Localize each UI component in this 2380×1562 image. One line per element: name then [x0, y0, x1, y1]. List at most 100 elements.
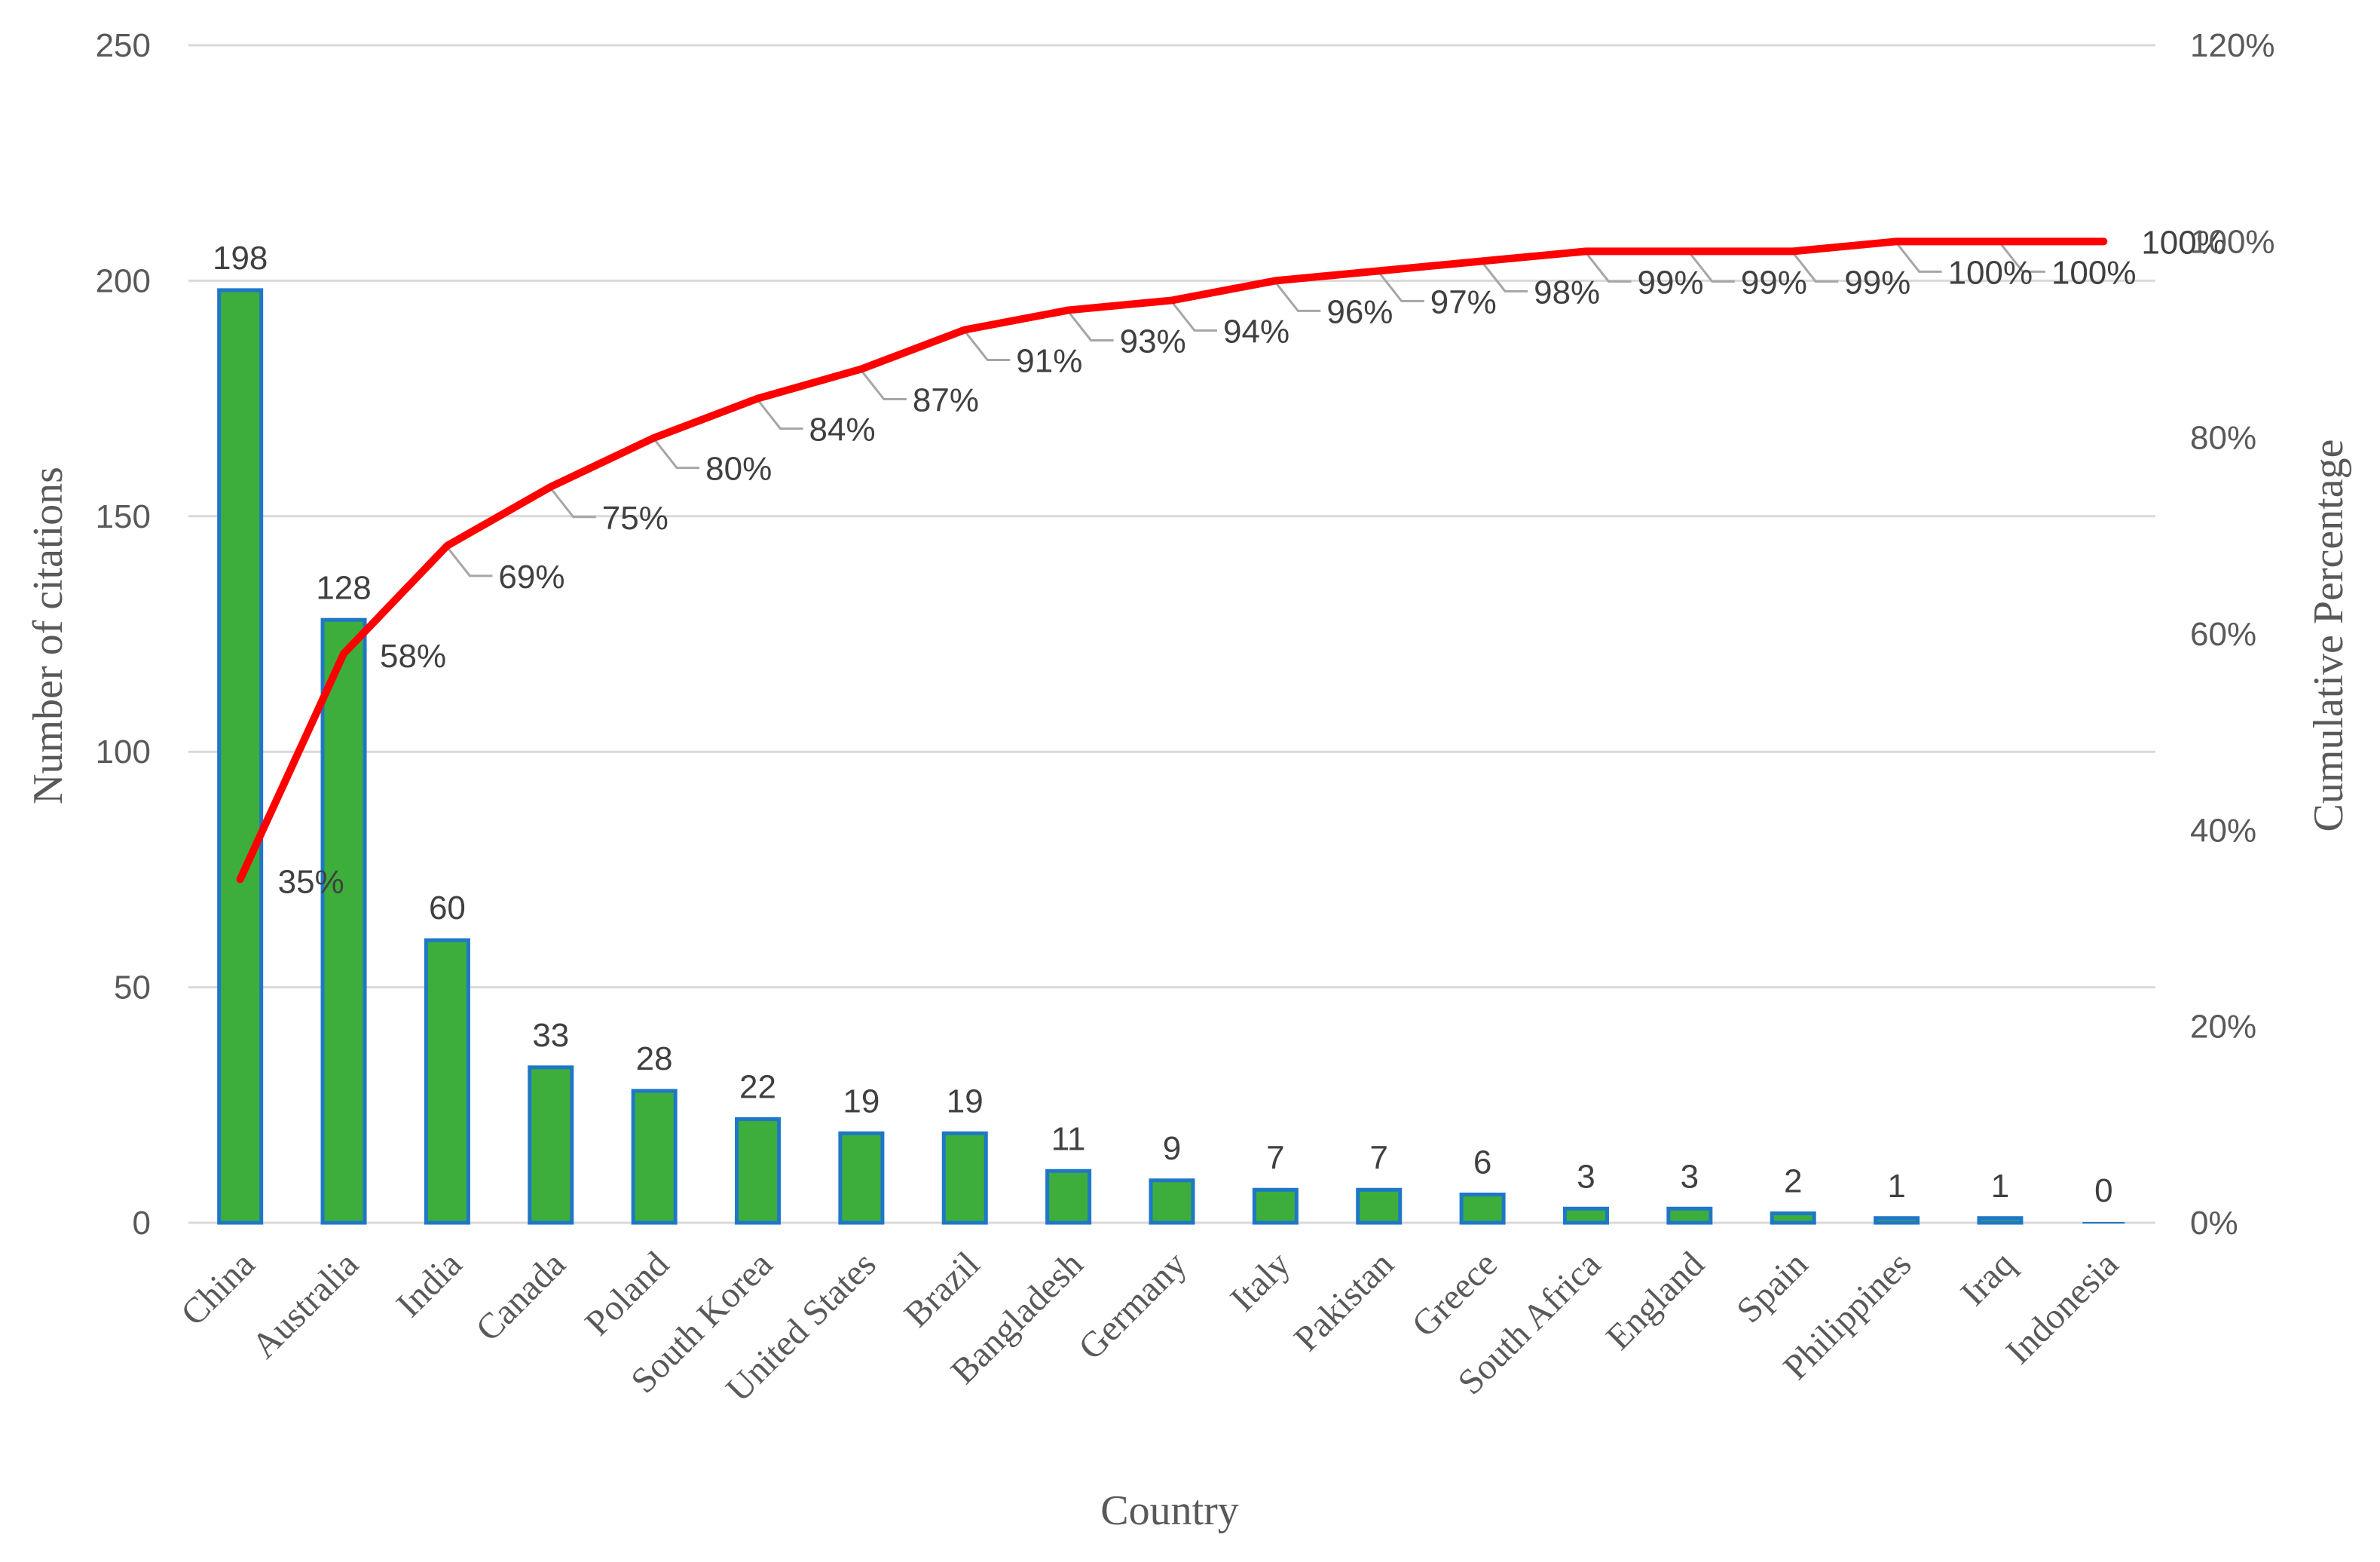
leader-line [446, 546, 493, 577]
leader-line [1999, 242, 2045, 273]
cumulative-percent-label: 84% [809, 412, 876, 449]
leader-line [1170, 301, 1217, 332]
cumulative-percent-label: 58% [380, 638, 446, 675]
cumulative-percent-label: 69% [498, 559, 564, 596]
cumulative-line-series [236, 237, 2108, 884]
y2-tick-label: 80% [2190, 420, 2256, 457]
y2-tick-label: 60% [2190, 616, 2256, 653]
bar-value-label: 11 [1051, 1120, 1086, 1157]
bar-value-label: 9 [1163, 1130, 1181, 1167]
y2-tick-label: 100% [2190, 223, 2275, 260]
leader-line [1067, 311, 1114, 341]
gridlines [188, 44, 2155, 1224]
bar-value-label: 3 [1577, 1158, 1595, 1195]
y-tick-label: 0 [133, 1205, 151, 1242]
bar-value-label: 60 [429, 890, 466, 926]
category-label: Poland [577, 1244, 677, 1343]
bar-value-label: 33 [532, 1017, 569, 1054]
bar-value-label: 19 [947, 1083, 984, 1119]
leader-line [860, 369, 907, 401]
cumulative-percent-label: 100% [1948, 254, 2033, 291]
cumulative-percent-label: 99% [1637, 264, 1703, 301]
leader-line [964, 330, 1011, 361]
category-label: Spain [1729, 1244, 1816, 1331]
bar-value-label: 1 [1991, 1168, 2009, 1205]
leader-line [1378, 271, 1424, 302]
category-label: England [1598, 1244, 1712, 1358]
category-label: Iraq [1953, 1244, 2023, 1313]
cumulative-percent-label: 97% [1430, 283, 1497, 320]
percentage-leader-lines [446, 242, 2045, 577]
cumulative-percent-label: 87% [913, 382, 979, 419]
bar-value-label: 7 [1369, 1139, 1387, 1176]
bar [1356, 1187, 1403, 1225]
leader-line [1688, 252, 1735, 283]
y2-axis-title: Cumulative Percentage [2305, 440, 2352, 832]
x-axis-title: Country [1100, 1487, 1239, 1534]
bar [1977, 1216, 2024, 1225]
bar [941, 1131, 988, 1225]
y2-tick-label: 20% [2190, 1009, 2256, 1046]
bar [838, 1131, 885, 1225]
cumulative-percent-label: 98% [1534, 274, 1600, 311]
leader-line [1274, 281, 1321, 312]
leader-line [1481, 262, 1528, 292]
bar [1874, 1216, 1920, 1225]
cumulative-percent-label: 100% [2141, 224, 2226, 261]
bar [217, 288, 264, 1225]
bar-value-label: 198 [213, 240, 268, 277]
bar [528, 1065, 574, 1225]
cumulative-percent-label: 91% [1016, 342, 1082, 379]
bar-value-label: 28 [636, 1040, 673, 1077]
cumulative-line [236, 237, 2108, 884]
bar [631, 1089, 678, 1225]
cumulative-percent-label: 99% [1741, 264, 1807, 301]
category-label: Germany [1071, 1244, 1195, 1368]
bar [1562, 1206, 1609, 1225]
category-label: Italy [1222, 1244, 1298, 1319]
cumulative-percent-label: 35% [278, 863, 344, 900]
bar-value-label: 19 [843, 1083, 879, 1119]
category-label: Brazil [897, 1244, 987, 1334]
bar-value-label: 7 [1266, 1139, 1284, 1176]
cumulative-percent-label: 96% [1326, 293, 1393, 330]
bar-value-label: 3 [1681, 1158, 1699, 1195]
y2-tick-label: 0% [2190, 1205, 2238, 1242]
category-label: Indonesia [1999, 1244, 2126, 1371]
bar-value-label: 22 [739, 1069, 776, 1106]
category-label: Australia [244, 1244, 366, 1366]
leader-line [1895, 242, 1942, 273]
bar [320, 617, 367, 1225]
cumulative-percent-label: 75% [602, 500, 668, 537]
bar-value-label: 6 [1473, 1144, 1491, 1181]
y-tick-label: 100 [96, 734, 151, 770]
leader-line [653, 438, 700, 470]
cumulative-percent-label: 94% [1223, 313, 1289, 350]
bar-series [217, 288, 2125, 1225]
y-tick-label: 250 [96, 27, 151, 64]
bar [1045, 1168, 1092, 1225]
cumulative-percent-label: 80% [705, 451, 772, 488]
bar-value-label: 1 [1887, 1168, 1905, 1205]
bar [1149, 1178, 1195, 1225]
cumulative-percent-label: 93% [1120, 323, 1186, 360]
category-label: China [173, 1244, 263, 1334]
y2-tick-label: 40% [2190, 812, 2256, 849]
leader-line [1585, 252, 1632, 283]
bar [735, 1117, 782, 1225]
bar [424, 938, 470, 1225]
y-tick-label: 200 [96, 262, 151, 299]
y2-tick-label: 120% [2190, 27, 2275, 64]
leader-line [549, 487, 596, 519]
leader-line [1792, 252, 1839, 283]
bar-value-label: 2 [1784, 1163, 1802, 1200]
bar [1770, 1211, 1816, 1225]
category-label: Canada [468, 1244, 573, 1349]
leader-line [757, 399, 803, 430]
category-label: India [389, 1244, 470, 1325]
bar [1252, 1187, 1299, 1225]
cumulative-percent-label: 100% [2051, 254, 2137, 291]
